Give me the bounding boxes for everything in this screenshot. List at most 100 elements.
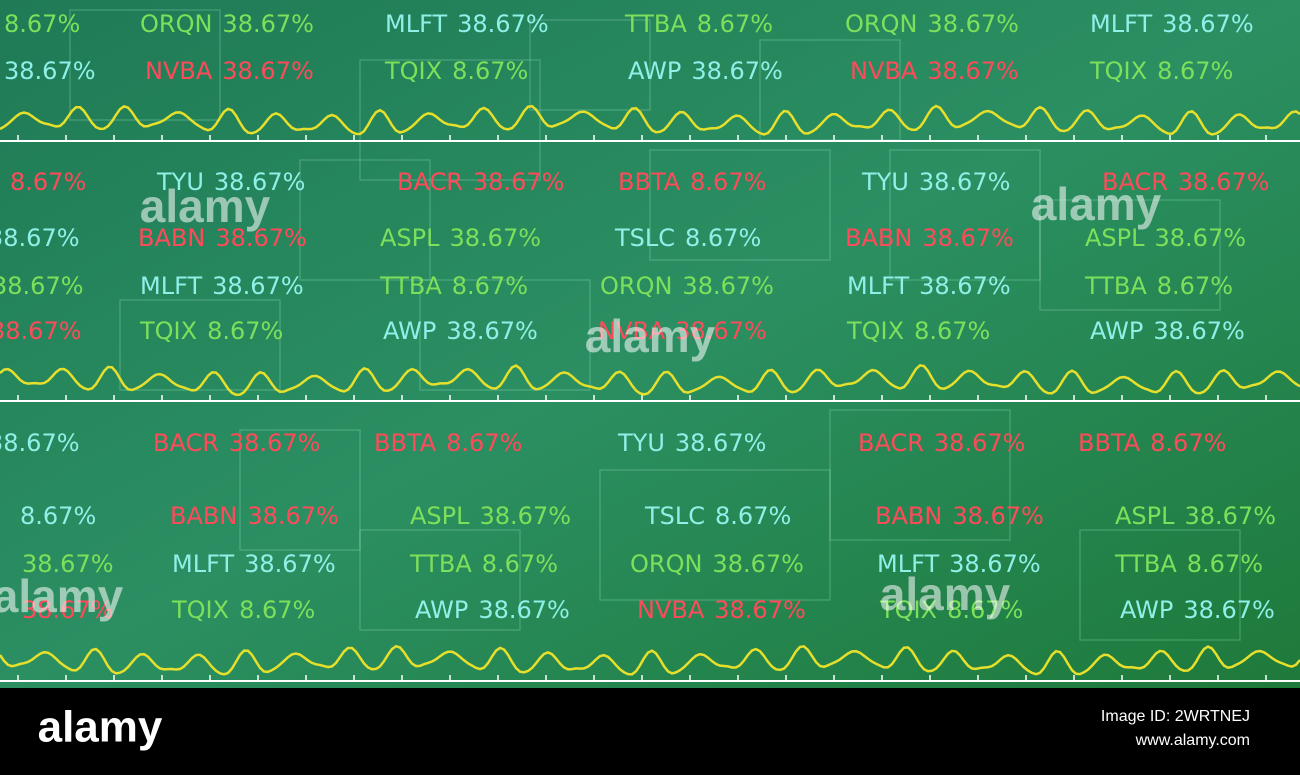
ticker-symbol: AWP bbox=[628, 57, 681, 85]
ticker-symbol: BABN bbox=[170, 502, 237, 530]
ticker-symbol: BACR bbox=[397, 168, 463, 196]
footer-bar bbox=[0, 688, 1300, 775]
ticker-value: 38.67% bbox=[222, 57, 314, 85]
ticker-symbol: ORQN bbox=[600, 272, 672, 300]
ticker: BABN 38.67% bbox=[875, 502, 1044, 530]
ticker: 38.67% bbox=[22, 550, 114, 578]
ticker-symbol: NVBA bbox=[850, 57, 918, 85]
ticker: TQIX 8.67% bbox=[1089, 57, 1233, 85]
ticker-value: 8.67% bbox=[4, 10, 80, 38]
ticker-value: 8.67% bbox=[207, 317, 283, 345]
ticker-value: 8.67% bbox=[10, 168, 86, 196]
ticker-value: 38.67% bbox=[215, 224, 307, 252]
ticker-value: 8.67% bbox=[914, 317, 990, 345]
ticker-value: 8.67% bbox=[1150, 429, 1226, 457]
ticker-value: 38.67% bbox=[4, 57, 96, 85]
ticker-symbol: MLFT bbox=[172, 550, 234, 578]
ticker-symbol: TQIX bbox=[384, 57, 442, 85]
ticker: BACR 38.67% bbox=[397, 168, 564, 196]
ticker-symbol: ORQN bbox=[630, 550, 702, 578]
ticker-symbol: MLFT bbox=[385, 10, 447, 38]
ticker-symbol: TTBA bbox=[1084, 272, 1147, 300]
ticker-value: 38.67% bbox=[682, 272, 774, 300]
ticker-symbol: AWP bbox=[1120, 596, 1173, 624]
ticker-value: 38.67% bbox=[244, 550, 336, 578]
ticker: TTBA 8.67% bbox=[1084, 272, 1233, 300]
ticker-symbol: ASPL bbox=[1085, 224, 1145, 252]
ticker: 38.67% bbox=[22, 596, 114, 624]
ticker-symbol: BACR bbox=[858, 429, 924, 457]
ticker: AWP 38.67% bbox=[1090, 317, 1245, 345]
ticker-symbol: AWP bbox=[1090, 317, 1143, 345]
ticker-symbol: TYU bbox=[156, 168, 204, 196]
ticker: BBTA 8.67% bbox=[1078, 429, 1226, 457]
ticker-value: 38.67% bbox=[222, 10, 314, 38]
ticker: MLFT 38.67% bbox=[385, 10, 549, 38]
ticker: 38.67% bbox=[4, 57, 96, 85]
ticker: TTBA 8.67% bbox=[409, 550, 558, 578]
ticker: ORQN 38.67% bbox=[630, 550, 804, 578]
ticker: 38.67% bbox=[0, 224, 80, 252]
ticker-value: 8.67% bbox=[482, 550, 558, 578]
ticker-symbol: ASPL bbox=[1115, 502, 1175, 530]
ticker-value: 38.67% bbox=[949, 550, 1041, 578]
ticker: TSLC 8.67% bbox=[644, 502, 791, 530]
ticker-value: 38.67% bbox=[712, 550, 804, 578]
watermark: alamy bbox=[0, 570, 124, 622]
ticker-symbol: TQIX bbox=[879, 596, 937, 624]
ticker: 8.67% bbox=[10, 168, 86, 196]
ticker: ASPL 38.67% bbox=[1115, 502, 1276, 530]
ticker: ORQN 38.67% bbox=[600, 272, 774, 300]
ticker-value: 8.67% bbox=[690, 168, 766, 196]
ticker: TQIX 8.67% bbox=[139, 317, 283, 345]
ticker: TQIX 8.67% bbox=[171, 596, 315, 624]
ticker-symbol: TTBA bbox=[624, 10, 687, 38]
ticker: NVBA 38.67% bbox=[637, 596, 806, 624]
ticker-symbol: BABN bbox=[138, 224, 205, 252]
ticker-symbol: BACR bbox=[1102, 168, 1168, 196]
ticker-symbol: ORQN bbox=[845, 10, 917, 38]
price-wave bbox=[0, 363, 1300, 396]
ticker: AWP 38.67% bbox=[415, 596, 570, 624]
ticker: BBTA 8.67% bbox=[374, 429, 522, 457]
ticker-value: 8.67% bbox=[685, 224, 761, 252]
ticker-symbol: NVBA bbox=[598, 317, 666, 345]
ticker-symbol: BBTA bbox=[1078, 429, 1141, 457]
ticker-symbol: NVBA bbox=[145, 57, 213, 85]
ticker-value: 38.67% bbox=[22, 550, 114, 578]
ticker-symbol: TYU bbox=[617, 429, 665, 457]
ticker-value: 8.67% bbox=[20, 502, 96, 530]
ticker: MLFT 38.67% bbox=[847, 272, 1011, 300]
ticker-symbol: AWP bbox=[383, 317, 436, 345]
ticker-value: 38.67% bbox=[922, 224, 1014, 252]
ticker: TQIX 8.67% bbox=[384, 57, 528, 85]
ticker: TQIX 8.67% bbox=[846, 317, 990, 345]
ticker: MLFT 38.67% bbox=[877, 550, 1041, 578]
ticker: NVBA 38.67% bbox=[598, 317, 767, 345]
ticker-symbol: ASPL bbox=[410, 502, 470, 530]
ticker-value: 38.67% bbox=[919, 168, 1011, 196]
ticker-value: 38.67% bbox=[0, 272, 84, 300]
ticker-symbol: MLFT bbox=[847, 272, 909, 300]
ticker: AWP 38.67% bbox=[1120, 596, 1275, 624]
image-id: Image ID: 2WRTNEJ bbox=[1101, 708, 1250, 725]
ticker-symbol: TSLC bbox=[644, 502, 705, 530]
ticker-symbol: TTBA bbox=[1114, 550, 1177, 578]
ticker: 38.67% bbox=[0, 272, 84, 300]
ticker-value: 38.67% bbox=[450, 224, 542, 252]
ticker: ASPL 38.67% bbox=[380, 224, 541, 252]
ticker-symbol: BACR bbox=[153, 429, 219, 457]
ticker-value: 38.67% bbox=[675, 429, 767, 457]
ticker-value: 38.67% bbox=[478, 596, 570, 624]
ticker-symbol: AWP bbox=[415, 596, 468, 624]
ticker-value: 38.67% bbox=[214, 168, 306, 196]
ticker-symbol: BABN bbox=[845, 224, 912, 252]
ticker-symbol: TYU bbox=[861, 168, 909, 196]
ticker-value: 38.67% bbox=[457, 10, 549, 38]
ticker-value: 38.67% bbox=[1153, 317, 1245, 345]
ticker-symbol: BBTA bbox=[374, 429, 437, 457]
ticker-value: 8.67% bbox=[452, 272, 528, 300]
ticker: 8.67% bbox=[4, 10, 80, 38]
ticker-value: 38.67% bbox=[927, 57, 1019, 85]
